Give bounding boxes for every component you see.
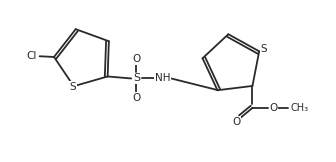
Text: CH₃: CH₃: [291, 103, 309, 113]
Text: O: O: [132, 93, 140, 103]
Text: O: O: [269, 103, 278, 113]
Text: S: S: [70, 82, 76, 92]
Text: S: S: [133, 74, 140, 83]
Text: S: S: [261, 44, 267, 54]
Text: Cl: Cl: [27, 51, 37, 61]
Text: O: O: [132, 54, 140, 64]
Text: O: O: [232, 117, 241, 127]
Text: NH: NH: [155, 74, 170, 83]
